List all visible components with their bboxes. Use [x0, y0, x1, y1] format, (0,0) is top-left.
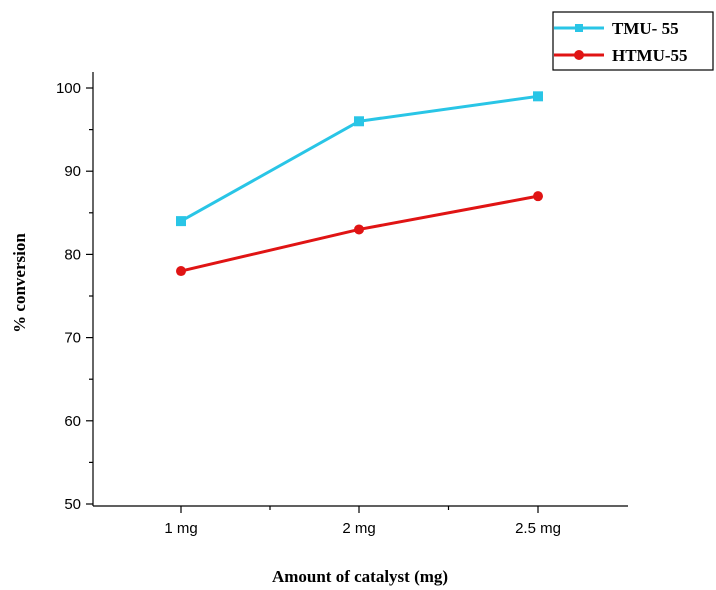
legend-marker-0	[575, 24, 583, 32]
x-axis-ticks: 1 mg 2 mg 2.5 mg	[164, 506, 561, 537]
legend-box	[552, 11, 714, 71]
data-point-0	[354, 116, 364, 127]
legend-label-0: TMU- 55	[612, 19, 679, 38]
data-point-1	[176, 266, 186, 277]
series-line-0	[180, 94, 539, 223]
y-tick-label: 100	[56, 80, 81, 97]
y-tick-label: 60	[64, 413, 81, 430]
series-layer	[176, 91, 543, 277]
x-tick-label: 2 mg	[342, 520, 375, 537]
x-axis-title: Amount of catalyst (mg)	[272, 567, 448, 586]
data-point-0	[533, 91, 543, 102]
data-point-1	[354, 224, 364, 235]
y-axis-title: % conversion	[10, 233, 29, 333]
x-tick-label: 1 mg	[164, 520, 197, 537]
y-tick-label: 70	[64, 330, 81, 347]
y-tick-label: 50	[64, 496, 81, 513]
legend-label-1: HTMU-55	[612, 46, 688, 65]
y-tick-label: 90	[64, 163, 81, 180]
data-point-1	[533, 191, 543, 202]
legend-marker-1	[574, 50, 584, 60]
data-point-0	[176, 216, 186, 227]
x-tick-label: 2.5 mg	[515, 520, 561, 537]
y-axis-ticks: 50 60 70 80 90 100	[56, 80, 93, 513]
y-tick-label: 80	[64, 246, 81, 263]
legend: TMU- 55 HTMU-55	[552, 11, 714, 71]
